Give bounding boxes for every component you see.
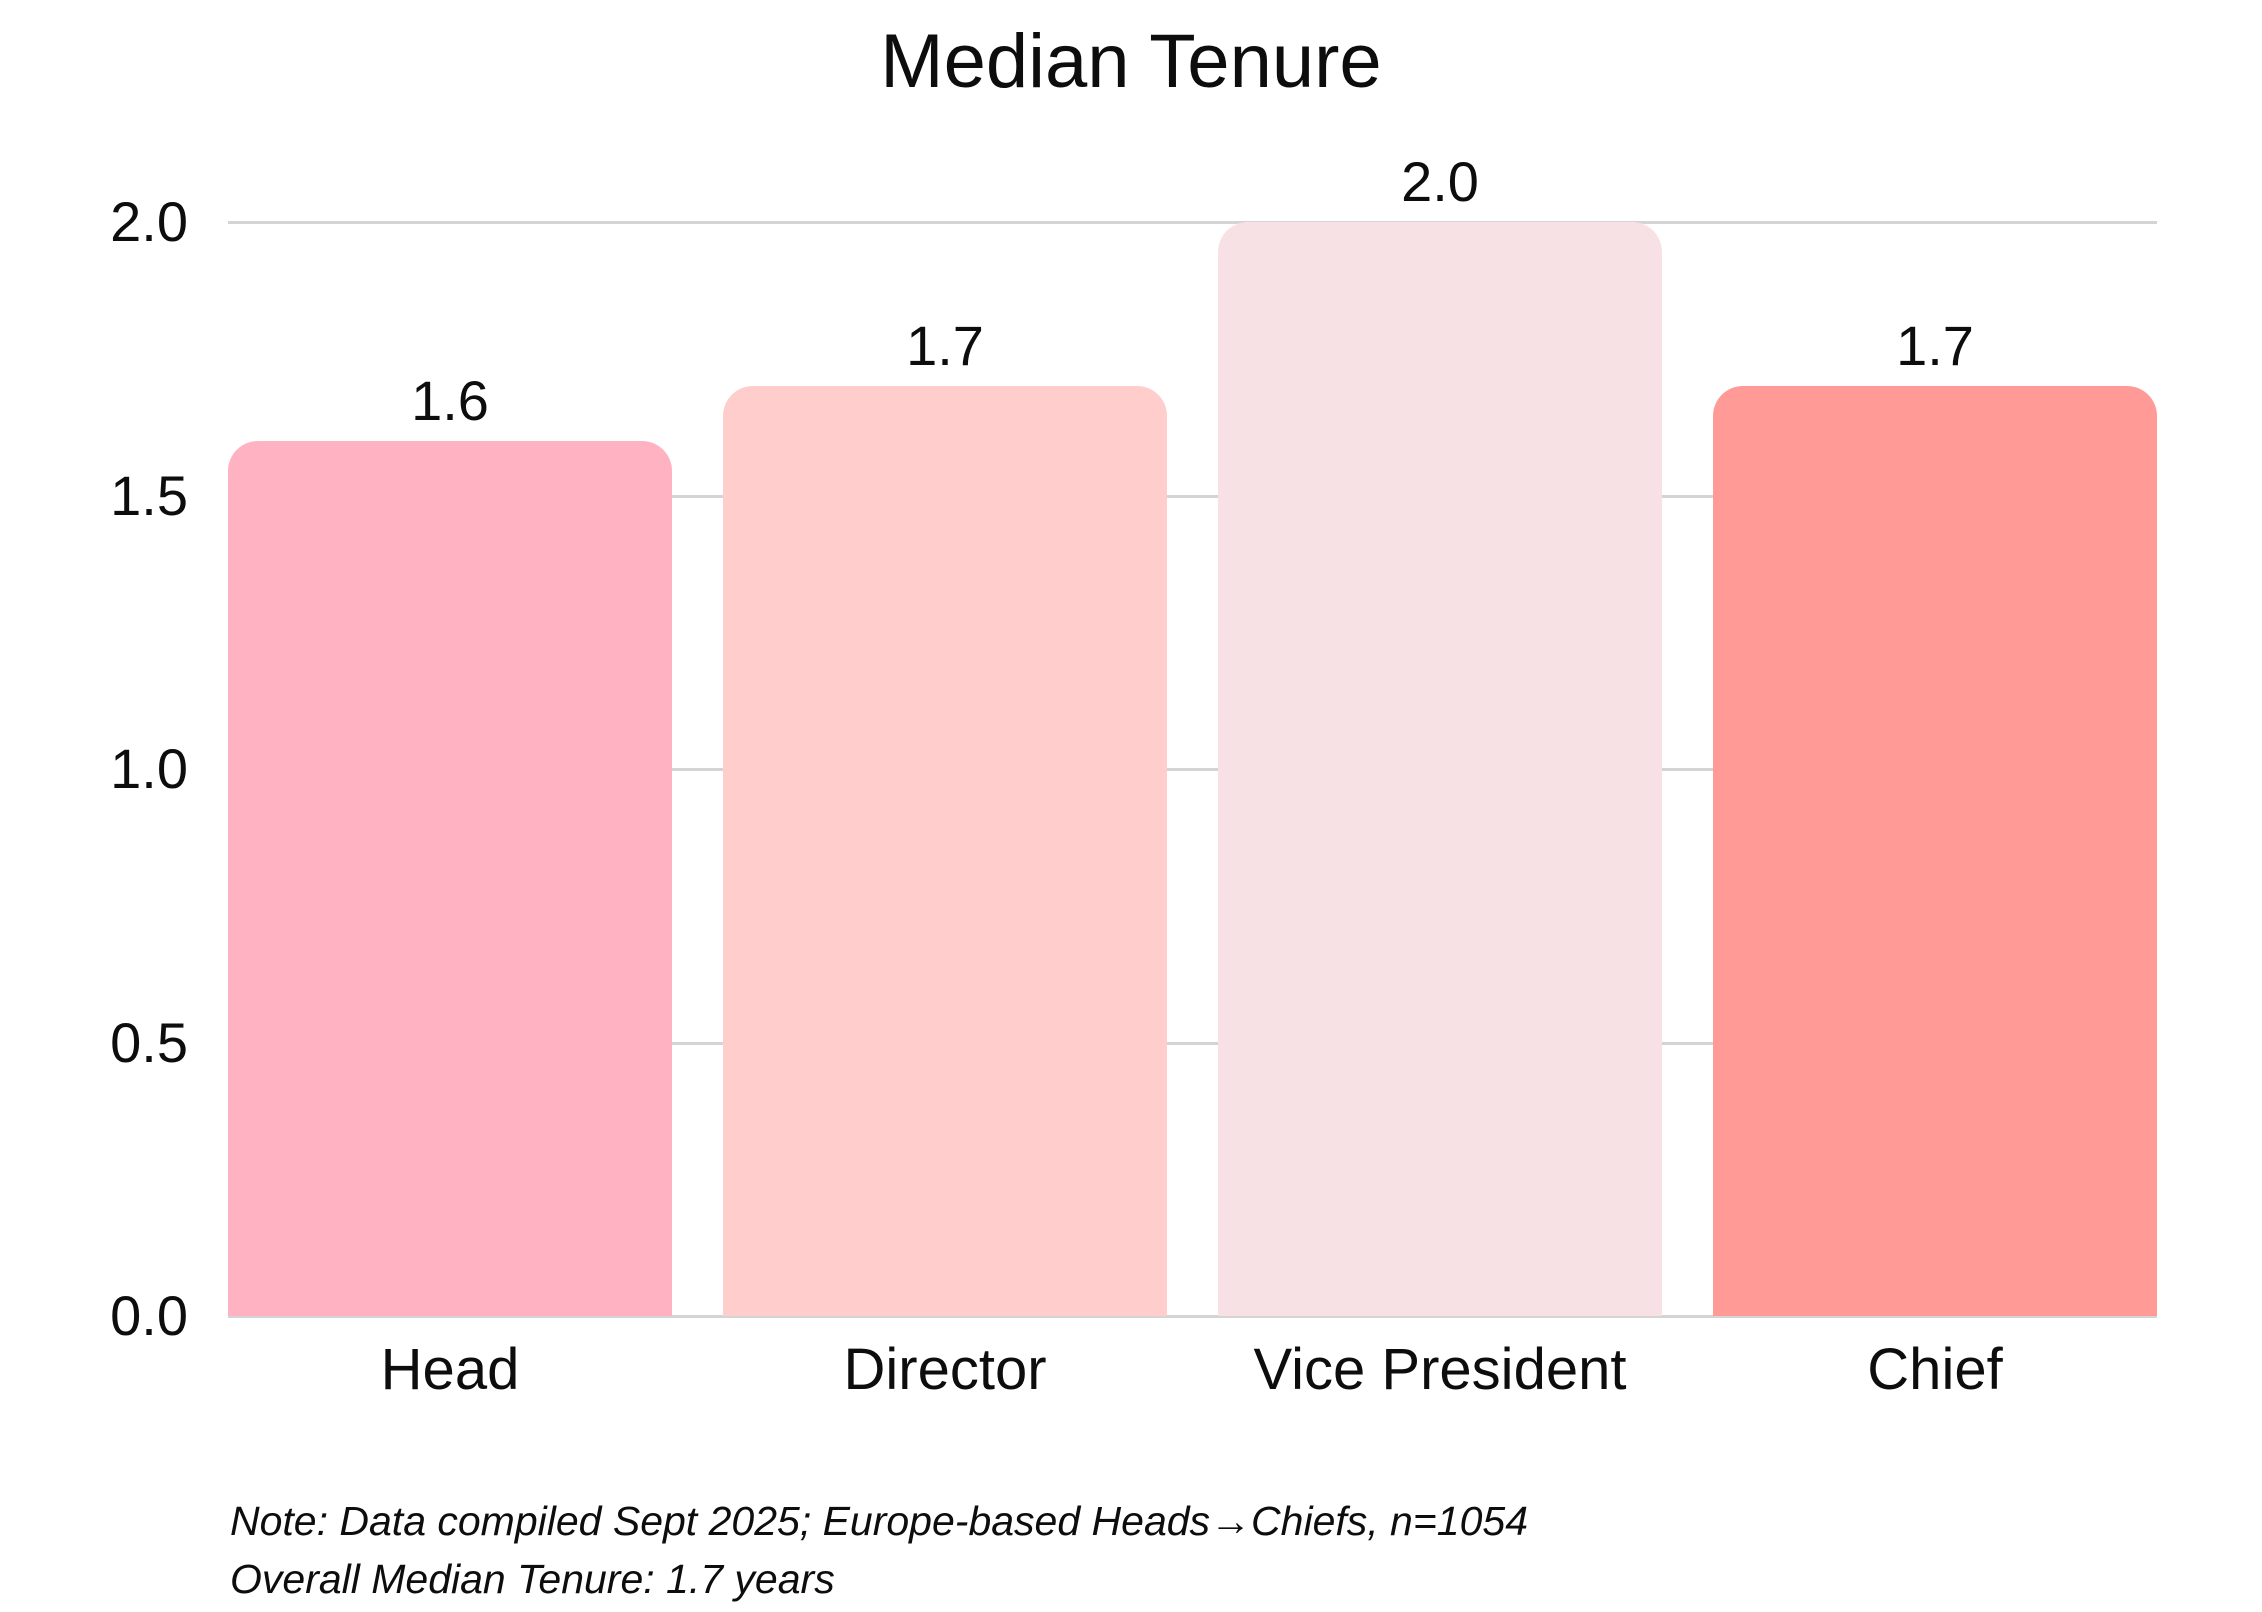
x-axis-label-vice-president: Vice President xyxy=(1253,1337,1627,1402)
bar-director xyxy=(723,386,1167,1316)
y-tick-label-2.0: 2.0 xyxy=(110,190,188,253)
gridline-0.5 xyxy=(228,1042,2157,1045)
chart-note: Note: Data compiled Sept 2025; Europe-ba… xyxy=(230,1492,1528,1608)
gridline-0.0 xyxy=(228,1315,2157,1318)
y-tick-label-1.0: 1.0 xyxy=(110,737,188,800)
bar-value-label-director: 1.7 xyxy=(906,314,984,377)
x-axis-label-head: Head xyxy=(380,1337,520,1402)
y-tick-label-1.5: 1.5 xyxy=(110,464,188,527)
chart-title: Median Tenure xyxy=(880,19,1382,104)
y-tick-label-0.5: 0.5 xyxy=(110,1011,188,1074)
bar-value-label-vice-president: 2.0 xyxy=(1401,150,1479,213)
gridline-1.5 xyxy=(228,495,2157,498)
y-tick-label-0.0: 0.0 xyxy=(110,1284,188,1347)
note-line-2: Overall Median Tenure: 1.7 years xyxy=(230,1556,835,1602)
x-axis-label-chief: Chief xyxy=(1867,1337,2003,1402)
bar-chief xyxy=(1713,386,2157,1316)
bar-vice-president xyxy=(1218,222,1662,1316)
gridline-1.0 xyxy=(228,768,2157,771)
gridline-2.0 xyxy=(228,221,2157,224)
bar-value-label-chief: 1.7 xyxy=(1896,314,1974,377)
note-line-1: Note: Data compiled Sept 2025; Europe-ba… xyxy=(230,1498,1529,1544)
bar-head xyxy=(228,441,672,1316)
x-axis-label-director: Director xyxy=(843,1337,1047,1402)
bar-value-label-head: 1.6 xyxy=(411,369,489,432)
